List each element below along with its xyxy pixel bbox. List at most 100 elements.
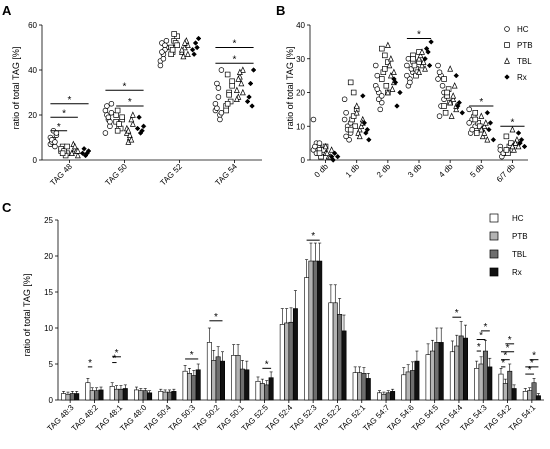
y-tick-label: 30 bbox=[296, 55, 305, 64]
data-point-tbl bbox=[450, 95, 457, 103]
data-point-hc bbox=[435, 76, 441, 82]
significance-star: * bbox=[479, 97, 483, 108]
y-tick-label: 0 bbox=[49, 396, 54, 405]
data-point-rx bbox=[331, 150, 338, 157]
data-point-hc bbox=[375, 96, 382, 102]
bar-tbl bbox=[191, 375, 197, 401]
bar-tbl bbox=[215, 356, 221, 401]
data-point-ptb bbox=[473, 130, 480, 136]
data-point-tbl bbox=[390, 68, 397, 76]
data-point-tbl bbox=[387, 55, 394, 62]
bar-ptb bbox=[405, 371, 411, 401]
data-point-rx bbox=[426, 62, 433, 69]
bar-hc bbox=[352, 372, 358, 401]
x-tick-label: TAG 54:1 bbox=[507, 403, 538, 434]
data-point-tbl bbox=[128, 136, 135, 143]
legend-hc-label: HC bbox=[517, 25, 529, 34]
x-tick-label: 2 db bbox=[375, 162, 393, 180]
data-point-tbl bbox=[126, 131, 133, 138]
bar-ptb bbox=[235, 355, 241, 401]
significance-star: * bbox=[265, 359, 269, 370]
bar-tbl bbox=[312, 260, 318, 401]
data-point-ptb bbox=[382, 66, 388, 72]
data-point-rx bbox=[422, 55, 428, 62]
data-point-ptb bbox=[316, 150, 323, 157]
data-point-rx bbox=[517, 140, 523, 146]
bar-rx bbox=[292, 308, 298, 401]
data-point-tbl bbox=[416, 55, 422, 62]
y-tick-label: 25 bbox=[44, 216, 53, 225]
legend-tbl-label: TBL bbox=[512, 250, 527, 259]
y-tick-label: 10 bbox=[296, 122, 305, 131]
data-point-hc bbox=[497, 147, 504, 153]
y-tick-label: 20 bbox=[296, 89, 305, 98]
data-point-tbl bbox=[482, 119, 489, 126]
bar-ptb bbox=[138, 390, 144, 401]
data-point-rx bbox=[247, 80, 254, 87]
bar-rx bbox=[74, 393, 80, 401]
significance-star: * bbox=[417, 30, 421, 41]
panel-c-legend: HC PTB TBL Rx bbox=[489, 213, 528, 277]
data-point-ptb bbox=[347, 79, 354, 86]
bar-hc bbox=[401, 374, 407, 401]
data-point-rx bbox=[486, 126, 492, 133]
bar-tbl bbox=[264, 384, 270, 401]
bar-hc bbox=[498, 373, 504, 401]
panel-a: A ratio of total TAG [%] 0 20 40 60 TAG 48 TA… bbox=[2, 3, 262, 187]
x-tick-label: 0 db bbox=[313, 162, 331, 180]
panel-b-legend: HC PTB TBL Rx bbox=[504, 25, 533, 82]
data-point-rx bbox=[366, 136, 372, 143]
data-point-hc bbox=[157, 62, 164, 69]
data-point-tbl bbox=[450, 92, 457, 99]
data-point-hc bbox=[162, 42, 168, 48]
data-point-ptb bbox=[383, 82, 390, 89]
panel-a-ylabel: ratio of total TAG [%] bbox=[11, 47, 21, 130]
data-point-rx bbox=[394, 103, 400, 109]
bar-tbl bbox=[142, 390, 148, 401]
bar-hc bbox=[85, 382, 91, 401]
bar-ptb bbox=[114, 388, 120, 401]
data-point-ptb bbox=[352, 123, 358, 129]
data-point-ptb bbox=[411, 62, 418, 69]
bar-hc bbox=[474, 368, 480, 401]
data-point-tbl bbox=[515, 142, 522, 150]
data-point-tbl bbox=[509, 125, 516, 133]
data-point-tbl bbox=[239, 88, 246, 96]
bar-tbl bbox=[458, 335, 464, 401]
bar-hc bbox=[255, 380, 261, 401]
data-point-rx bbox=[189, 46, 196, 53]
y-tick-label: 20 bbox=[28, 111, 37, 120]
bar-tbl bbox=[434, 342, 440, 401]
data-point-ptb bbox=[382, 52, 388, 59]
data-point-rx bbox=[453, 72, 460, 79]
data-point-hc bbox=[404, 72, 410, 79]
data-point-rx bbox=[191, 51, 197, 58]
data-point-ptb bbox=[350, 89, 357, 96]
legend-hc-label: HC bbox=[512, 214, 524, 223]
bar-tbl bbox=[531, 382, 537, 401]
significance-star: * bbox=[477, 342, 481, 353]
significance-star: * bbox=[508, 335, 512, 346]
data-point-tbl bbox=[419, 48, 425, 55]
data-point-ptb bbox=[503, 147, 510, 153]
data-point-hc bbox=[159, 49, 165, 55]
y-tick-label: 10 bbox=[44, 324, 53, 333]
data-point-hc bbox=[108, 109, 115, 116]
bar-rx bbox=[147, 392, 153, 401]
data-point-tbl bbox=[478, 125, 485, 133]
data-point-rx bbox=[136, 114, 142, 121]
bar-ptb bbox=[211, 360, 217, 401]
bar-rx bbox=[463, 337, 468, 401]
data-point-hc bbox=[466, 106, 472, 113]
bar-ptb bbox=[89, 390, 95, 401]
legend-rx-label: Rx bbox=[512, 268, 522, 277]
bar-ptb bbox=[259, 383, 265, 401]
bar-ptb bbox=[527, 390, 533, 401]
data-point-tbl bbox=[233, 86, 240, 94]
data-point-tbl bbox=[484, 136, 491, 143]
significance-star: * bbox=[311, 231, 315, 242]
data-point-tbl bbox=[512, 139, 519, 146]
x-tick-label: TAG 52 bbox=[158, 162, 184, 188]
data-point-rx bbox=[79, 150, 86, 157]
